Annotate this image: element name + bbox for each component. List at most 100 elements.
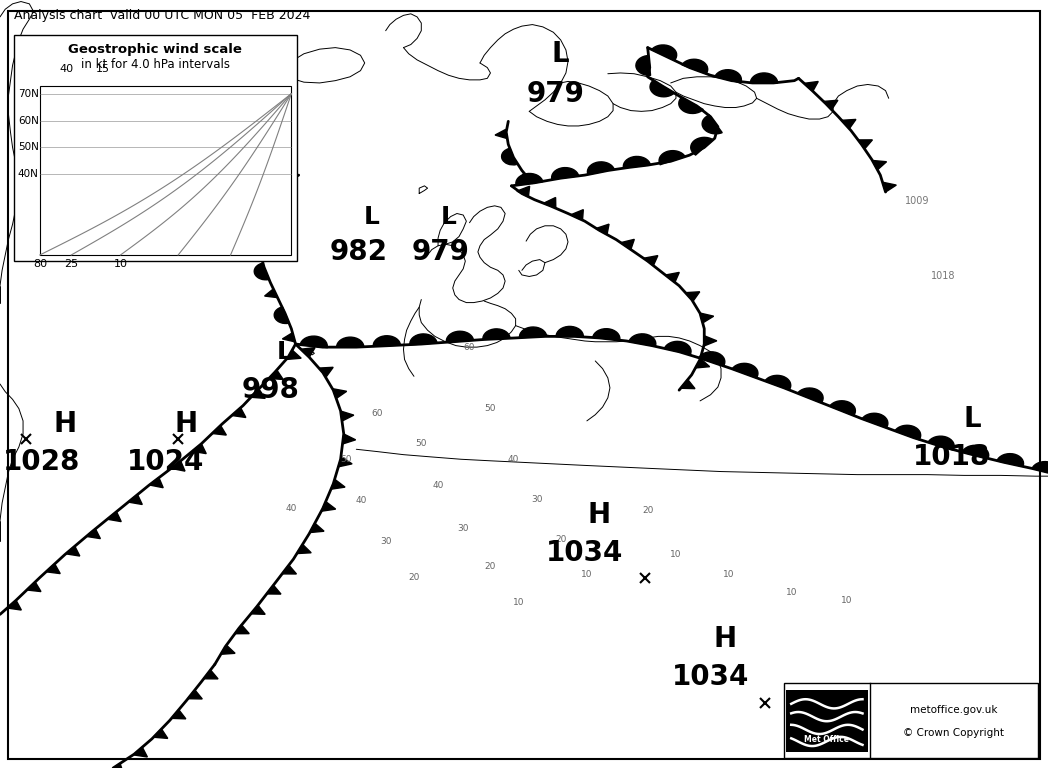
Text: 982: 982 [329,238,388,266]
Text: 10: 10 [514,598,524,607]
Polygon shape [685,292,700,301]
Wedge shape [895,425,921,440]
Text: 80: 80 [32,259,47,269]
Wedge shape [929,436,954,450]
Text: 10: 10 [671,550,681,559]
Text: 20: 20 [485,562,496,571]
Polygon shape [264,289,278,298]
Polygon shape [250,605,265,614]
Polygon shape [250,389,265,399]
Wedge shape [275,307,289,323]
Polygon shape [66,546,80,556]
Text: H: H [714,625,737,653]
Wedge shape [679,98,703,114]
Bar [14,35,297,261]
Polygon shape [266,585,281,594]
Polygon shape [221,645,235,654]
Polygon shape [310,523,324,532]
Polygon shape [322,502,335,511]
Text: 20: 20 [555,535,566,544]
Text: L: L [440,204,457,229]
Wedge shape [682,59,707,74]
Text: in kt for 4.0 hPa intervals: in kt for 4.0 hPa intervals [81,58,230,71]
Text: Analysis chart  valid 00 UTC MON 05  FEB 2024: Analysis chart valid 00 UTC MON 05 FEB 2… [14,8,310,22]
Polygon shape [872,161,887,170]
Polygon shape [339,457,352,467]
Text: 979: 979 [411,238,470,266]
Polygon shape [232,408,246,418]
Text: 1018: 1018 [931,271,956,282]
Text: L: L [552,40,569,68]
Polygon shape [700,313,714,323]
Text: 50N: 50N [18,142,39,153]
Text: 10: 10 [113,259,128,269]
Wedge shape [750,73,778,83]
Text: 70N: 70N [18,88,39,99]
Text: 50: 50 [341,455,351,464]
Text: metoffice.gov.uk: metoffice.gov.uk [910,705,998,716]
Text: 20: 20 [409,573,419,582]
Wedge shape [962,445,988,458]
Wedge shape [520,327,547,338]
Bar [40,86,291,255]
Text: H: H [53,410,77,438]
Polygon shape [495,129,507,138]
Text: 25: 25 [64,259,79,269]
Wedge shape [249,217,262,234]
Wedge shape [483,329,510,339]
Wedge shape [715,70,741,83]
Polygon shape [882,182,896,192]
Polygon shape [333,389,347,399]
Polygon shape [150,478,163,488]
Text: 1034: 1034 [546,539,624,567]
Polygon shape [248,244,260,253]
Text: 30: 30 [458,524,468,533]
Text: 1009: 1009 [904,196,930,207]
Wedge shape [255,263,269,280]
Text: L: L [364,204,380,229]
Wedge shape [551,167,578,179]
Wedge shape [588,162,614,174]
Polygon shape [188,690,202,699]
Polygon shape [287,350,301,359]
Polygon shape [620,240,634,250]
Wedge shape [659,151,685,164]
Wedge shape [765,376,791,390]
Wedge shape [502,148,517,165]
Text: 40N: 40N [18,169,39,180]
Polygon shape [203,670,218,679]
Wedge shape [863,413,888,428]
Text: 1034: 1034 [672,664,749,691]
Wedge shape [1032,462,1048,475]
Polygon shape [301,348,315,357]
Polygon shape [297,545,311,554]
Polygon shape [269,370,283,379]
Polygon shape [319,367,333,376]
Wedge shape [702,115,722,134]
Wedge shape [652,45,677,61]
Polygon shape [341,411,354,421]
Polygon shape [153,729,168,738]
Polygon shape [596,224,609,234]
Polygon shape [282,333,294,342]
Wedge shape [629,334,656,346]
Polygon shape [259,199,271,208]
Text: H: H [588,501,611,528]
Text: 50: 50 [485,404,496,413]
Wedge shape [410,334,437,345]
Polygon shape [571,210,584,220]
Text: © Crown Copyright: © Crown Copyright [903,728,1004,739]
Polygon shape [46,564,60,574]
Polygon shape [517,186,529,197]
Text: 30: 30 [380,537,391,546]
Wedge shape [830,401,855,415]
Wedge shape [624,157,651,168]
Polygon shape [643,256,658,266]
Polygon shape [824,101,838,110]
Text: 1028: 1028 [3,449,81,476]
Text: 40: 40 [356,496,367,505]
Wedge shape [664,341,691,354]
Text: L: L [964,405,981,432]
Polygon shape [212,425,226,435]
Polygon shape [842,119,856,129]
